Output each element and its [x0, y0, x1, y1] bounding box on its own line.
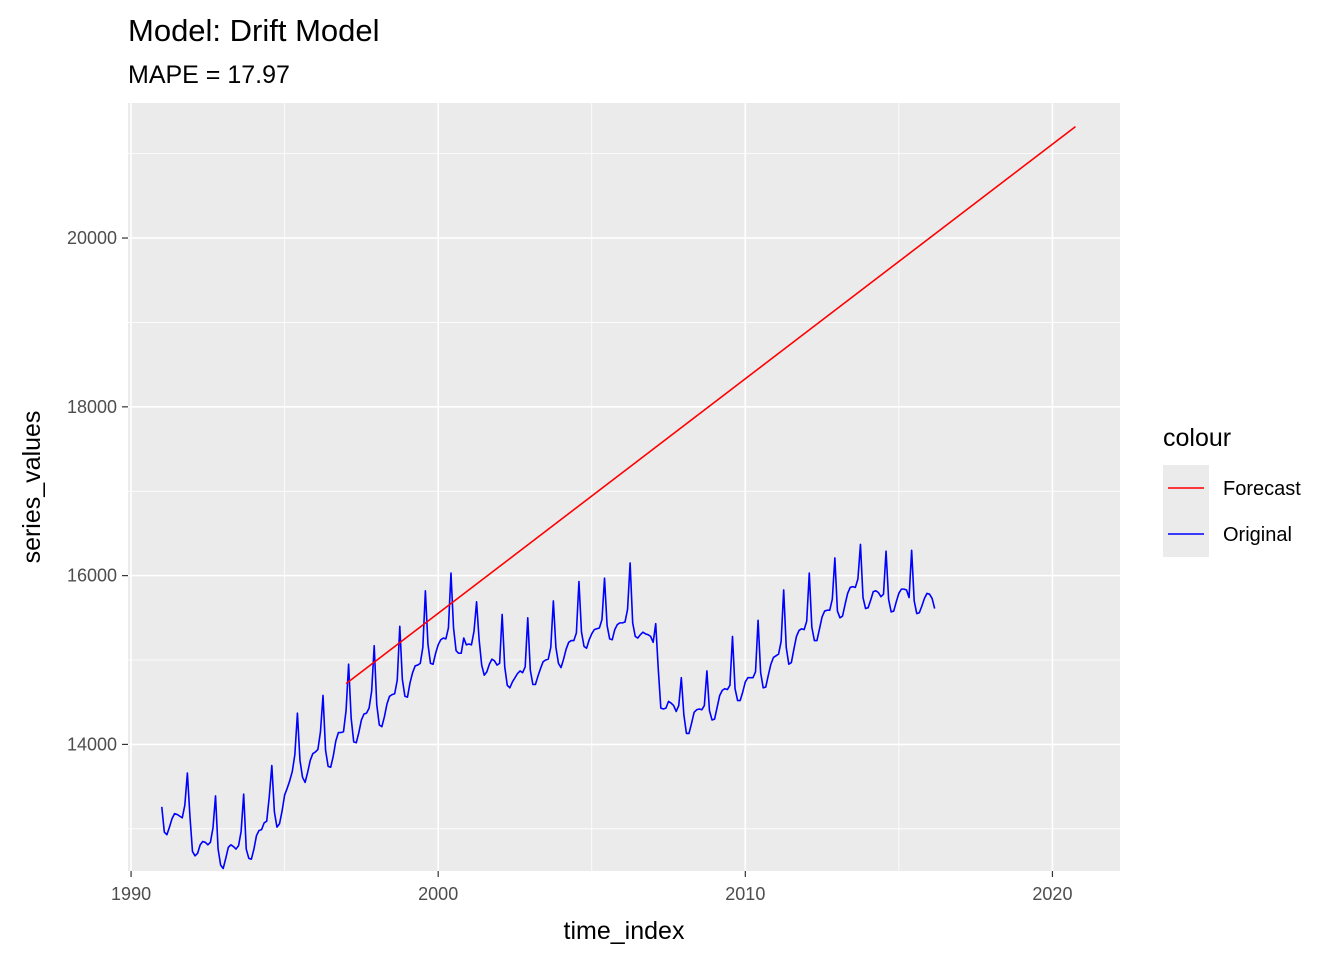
series-line-original [160, 543, 936, 870]
y-axis-ticks: 14000 16000 18000 20000 [67, 228, 128, 754]
major-gridlines [128, 103, 1120, 871]
legend-label-original: Original [1223, 524, 1292, 546]
series-layer [160, 125, 1076, 870]
plot-panel [128, 103, 1120, 871]
x-tick-label: 2020 [1032, 884, 1072, 904]
x-tick-label: 2000 [418, 884, 458, 904]
x-tick-label: 2010 [725, 884, 765, 904]
legend-label-forecast: Forecast [1223, 478, 1301, 500]
chart-subtitle: MAPE = 17.97 [128, 61, 290, 89]
y-axis-title: series_values [18, 411, 46, 564]
y-tick-label: 18000 [67, 397, 117, 417]
legend-title: colour [1163, 424, 1231, 452]
series-line-forecast [345, 125, 1076, 685]
x-axis-ticks: 1990 2000 2010 2020 [111, 871, 1072, 904]
y-tick-label: 14000 [67, 734, 117, 754]
legend: colour Forecast Original [1163, 424, 1301, 557]
x-axis-title: time_index [564, 917, 685, 945]
y-tick-label: 20000 [67, 228, 117, 248]
x-tick-label: 1990 [111, 884, 151, 904]
y-tick-label: 16000 [67, 566, 117, 586]
chart-title: Model: Drift Model [128, 13, 380, 48]
minor-gridlines [128, 103, 1120, 871]
